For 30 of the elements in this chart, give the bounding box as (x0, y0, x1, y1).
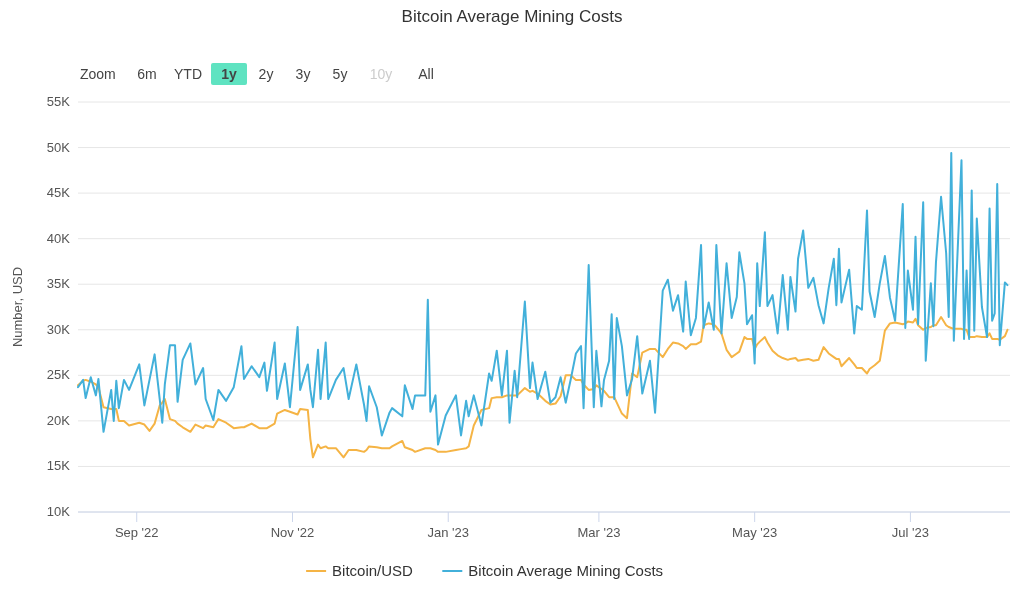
x-tick-label: Jul '23 (891, 525, 929, 540)
x-tick-label: Mar '23 (577, 525, 621, 540)
x-tick-label: Sep '22 (114, 525, 159, 540)
text: 5y (332, 66, 348, 82)
legend-label: Bitcoin/USD (332, 562, 414, 579)
text: Zoom (80, 66, 116, 82)
y-tick-label: 55K (46, 94, 71, 109)
y-tick-label: 45K (46, 185, 71, 201)
y-tick-label: 25K (46, 367, 71, 383)
legend-label: Bitcoin Average Mining Costs (468, 562, 664, 579)
line-series (77, 316, 1009, 459)
text: 3y (295, 66, 311, 82)
x-tick-label: May '23 (732, 525, 778, 540)
text: All (418, 66, 434, 82)
y-tick-label: 35K (46, 276, 71, 292)
text: 6m (137, 66, 157, 82)
y-tick-label: 20K (46, 412, 71, 428)
y-axis-title: Number, USD (10, 266, 25, 348)
text: YTD (174, 66, 202, 82)
y-tick-label: 40K (46, 230, 71, 246)
x-tick-label: Jan '23 (427, 525, 469, 540)
y-tick-label: 10K (46, 504, 71, 519)
text: 2y (258, 66, 274, 82)
line-series (77, 152, 1009, 446)
text: 1y (221, 66, 237, 82)
y-tick-label: 30K (46, 321, 71, 337)
chart-title: Bitcoin Average Mining Costs (401, 7, 623, 26)
x-tick-label: Nov '22 (270, 525, 315, 540)
y-tick-label: 15K (46, 458, 71, 474)
y-tick-label: 50K (46, 139, 71, 155)
